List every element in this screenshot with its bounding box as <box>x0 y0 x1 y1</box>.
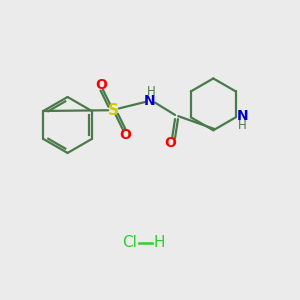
Text: H: H <box>153 235 165 250</box>
Text: S: S <box>108 103 119 118</box>
Text: N: N <box>236 109 248 123</box>
Text: Cl: Cl <box>122 235 137 250</box>
Text: O: O <box>95 78 107 92</box>
Text: O: O <box>119 128 131 142</box>
Text: N: N <box>144 94 156 108</box>
Text: H: H <box>147 85 156 98</box>
Text: H: H <box>238 119 247 132</box>
Text: O: O <box>165 136 176 150</box>
